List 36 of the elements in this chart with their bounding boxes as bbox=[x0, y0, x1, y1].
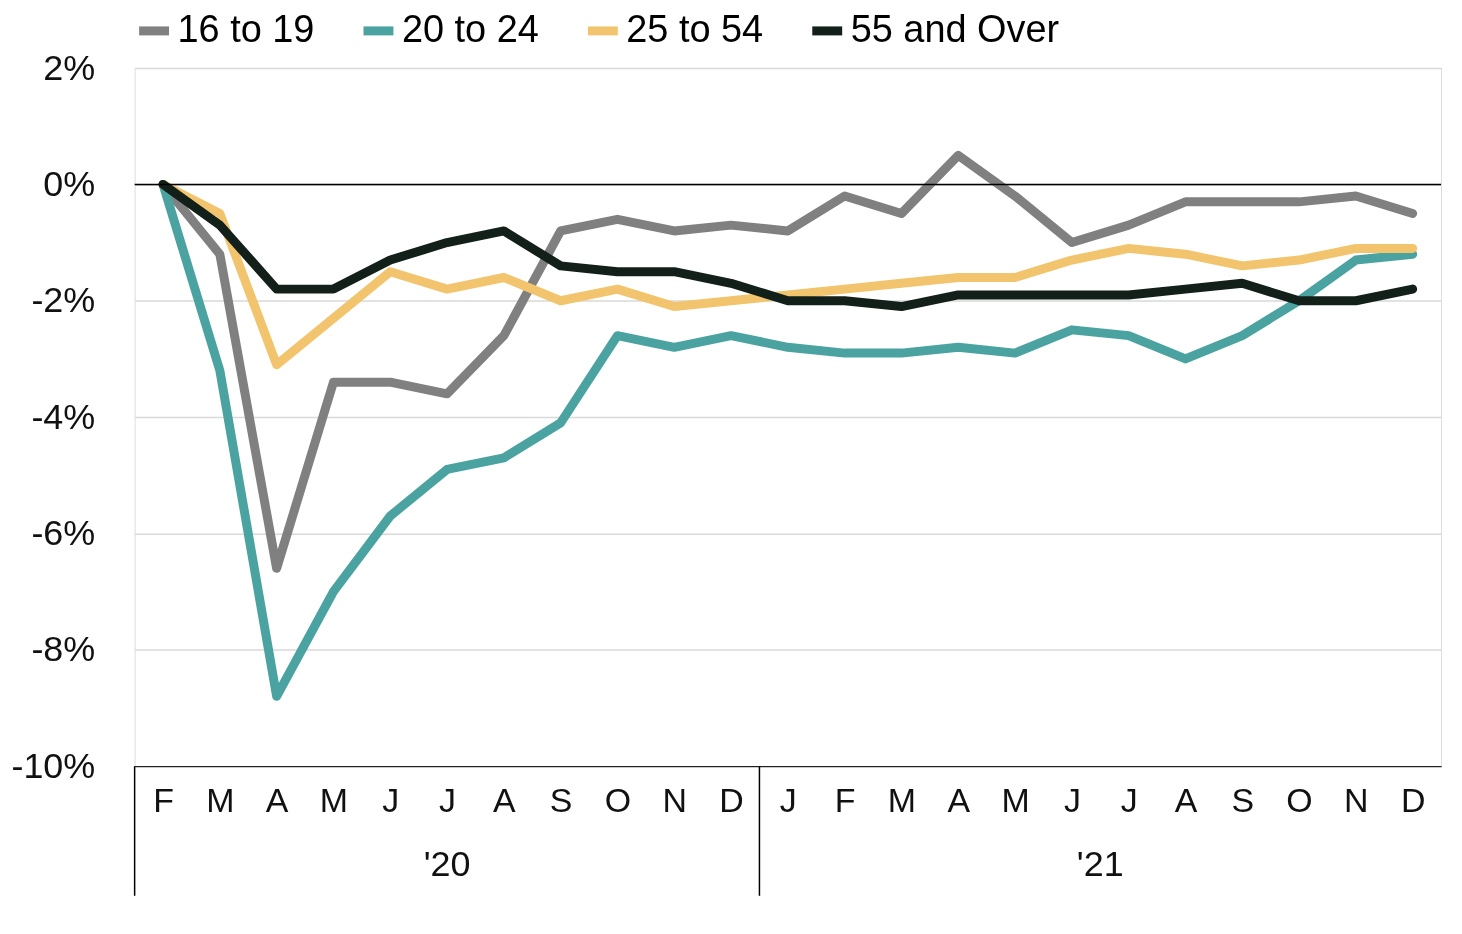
x-tick-label: M bbox=[887, 780, 917, 819]
y-tick-label: 2% bbox=[43, 47, 96, 88]
legend-label: 55 and Over bbox=[850, 7, 1060, 50]
x-tick-label: M bbox=[1001, 780, 1030, 819]
x-tick-label: J bbox=[779, 780, 797, 819]
x-tick-label: J bbox=[382, 780, 400, 819]
x-tick-label: J bbox=[1063, 780, 1081, 819]
x-tick-label: S bbox=[549, 780, 573, 819]
x-tick-label: J bbox=[439, 780, 457, 819]
x-tick-label: A bbox=[493, 780, 517, 819]
x-tick-label: M bbox=[319, 780, 349, 819]
x-tick-label: N bbox=[1344, 780, 1369, 819]
text: '20 bbox=[423, 843, 471, 884]
x-tick-label: O bbox=[1286, 780, 1313, 819]
x-tick-label: N bbox=[662, 780, 687, 819]
y-tick-label: -8% bbox=[31, 629, 96, 670]
x-tick-label: J bbox=[1120, 780, 1138, 819]
x-tick-label: A bbox=[265, 780, 289, 819]
text: '21 bbox=[1076, 843, 1124, 884]
x-tick-label: F bbox=[834, 780, 856, 819]
y-tick-label: -4% bbox=[31, 396, 96, 437]
x-tick-label: A bbox=[1174, 780, 1198, 819]
x-tick-label: D bbox=[1400, 780, 1426, 819]
x-tick-label: F bbox=[153, 780, 174, 819]
x-tick-label: S bbox=[1231, 780, 1255, 819]
y-tick-label: -10% bbox=[11, 745, 96, 786]
x-tick-label: M bbox=[206, 780, 235, 819]
x-tick-label: O bbox=[604, 780, 632, 819]
y-tick-label: 0% bbox=[43, 163, 96, 204]
y-tick-label: -6% bbox=[31, 512, 96, 553]
x-tick-label: A bbox=[947, 780, 971, 819]
y-tick-label: -2% bbox=[31, 280, 96, 321]
legend-label: 25 to 54 bbox=[626, 7, 764, 50]
legend-label: 20 to 24 bbox=[401, 7, 539, 50]
legend-label: 16 to 19 bbox=[177, 7, 315, 50]
x-tick-label: D bbox=[719, 780, 744, 819]
